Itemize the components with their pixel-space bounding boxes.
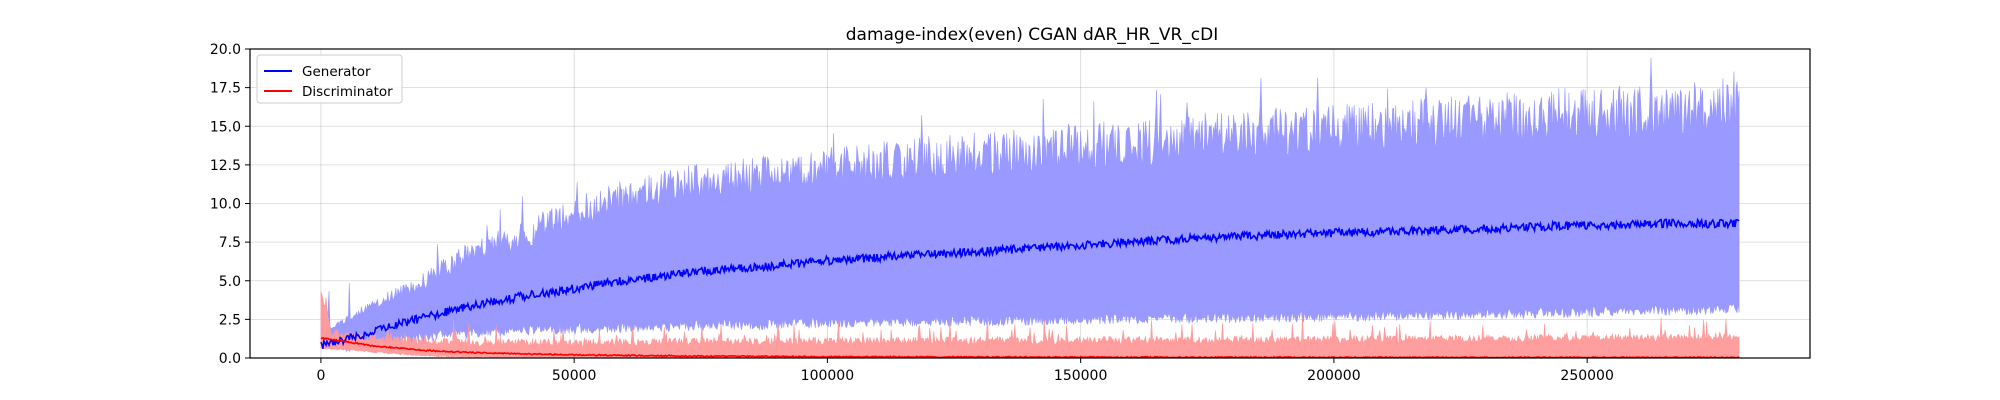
y-tick-label: 7.5 — [219, 235, 241, 251]
x-tick-label: 150000 — [1054, 368, 1107, 384]
y-tick-label: 10.0 — [210, 197, 241, 213]
x-tick-label: 50000 — [552, 368, 597, 384]
y-tick-label: 17.5 — [210, 81, 241, 97]
legend-label-generator: Generator — [302, 64, 371, 80]
series-band-generator — [320, 57, 1740, 353]
legend-box — [256, 54, 403, 104]
series-line-generator — [320, 217, 1740, 349]
legend-label-discriminator: Discriminator — [302, 84, 393, 100]
chart-title: damage-index(even) CGAN dAR_HR_VR_cDI — [846, 25, 1219, 45]
y-tick-label: 0.0 — [219, 351, 241, 367]
axes-ticks: 0 50000 100000 150000 200000 250000 0.0 2.5 5.0 7… — [210, 42, 1614, 384]
y-tick-label: 12.5 — [210, 158, 241, 174]
x-tick-label: 0 — [316, 368, 325, 384]
y-tick-label: 20.0 — [210, 42, 241, 58]
y-tick-label: 15.0 — [210, 119, 241, 135]
x-tick-label: 200000 — [1307, 368, 1360, 384]
legend: Generator Discriminator — [256, 54, 403, 104]
y-tick-label: 2.5 — [219, 312, 241, 328]
x-tick-label: 100000 — [801, 368, 854, 384]
y-tick-label: 5.0 — [219, 274, 241, 290]
x-tick-label: 250000 — [1560, 368, 1613, 384]
